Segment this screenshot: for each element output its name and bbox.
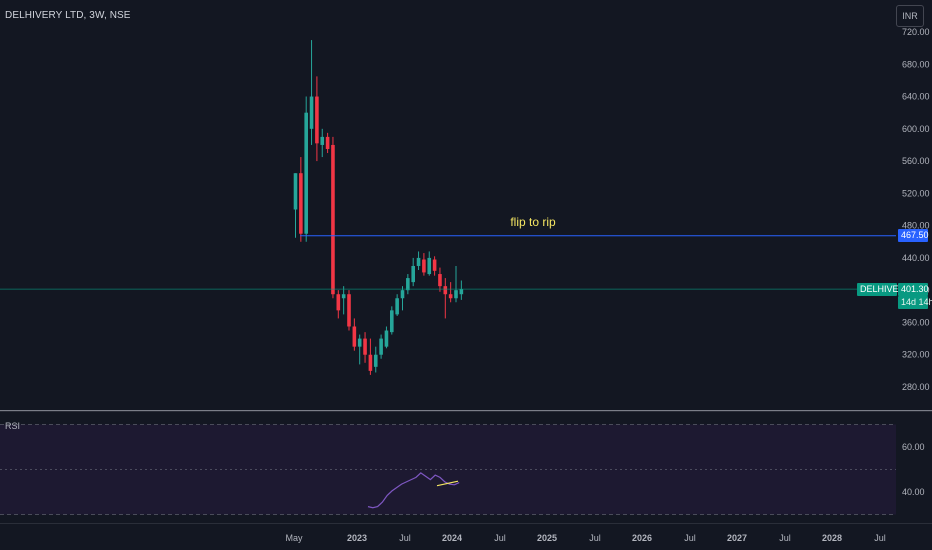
price-tick-label: 480.00	[902, 221, 930, 231]
price-tick-label: 720.00	[902, 27, 930, 37]
panel-divider	[0, 410, 932, 412]
candle-body	[320, 136, 325, 145]
candle-body	[379, 338, 383, 355]
time-tick-label: 2023	[347, 533, 367, 543]
price-tick-label: 560.00	[902, 156, 930, 166]
candle-body	[352, 326, 357, 347]
candle-body	[336, 294, 341, 311]
candle-body	[422, 259, 426, 273]
candle-body	[293, 173, 298, 210]
price-tick-label: 440.00	[902, 253, 930, 263]
rsi-panel-label[interactable]: RSI	[5, 421, 21, 431]
candle-body	[448, 294, 453, 299]
price-tick-label: 680.00	[902, 59, 930, 69]
candle-body	[325, 136, 330, 149]
candle-body	[373, 354, 378, 367]
time-tick-label: 2024	[442, 533, 462, 543]
currency-button[interactable]: INR	[896, 5, 924, 27]
time-tick-label: 2028	[822, 533, 842, 543]
candle-body	[331, 144, 335, 295]
candle-body	[454, 290, 458, 299]
time-axis-divider	[0, 523, 932, 524]
candle-body	[299, 173, 303, 234]
time-tick-label: 2025	[537, 533, 557, 543]
rsi-trendline	[436, 480, 459, 487]
axes: 280.00320.00360.00400.00440.00480.00520.…	[285, 27, 929, 543]
candle-body	[427, 257, 432, 275]
symbol-tag: DELHIVERY	[857, 283, 911, 296]
price-tick-label: 520.00	[902, 188, 930, 198]
time-tick-label: Jul	[399, 533, 411, 543]
time-tick-label: May	[285, 533, 303, 543]
last-price-tag: 401.30	[898, 283, 929, 296]
time-tick-label: Jul	[589, 533, 601, 543]
candle-body	[411, 265, 415, 283]
candle-body	[443, 286, 448, 295]
time-tick-label: Jul	[494, 533, 506, 543]
annotation-text[interactable]: flip to rip	[510, 215, 556, 229]
candle-body	[432, 259, 437, 271]
rsi-background	[0, 424, 896, 515]
candle-body	[347, 294, 351, 327]
symbol-title: DELHIVERY LTD, 3W, NSE	[5, 10, 131, 21]
rsi-series	[367, 472, 460, 509]
overlays	[0, 235, 896, 290]
price-tick-label: 640.00	[902, 92, 930, 102]
candle-body	[416, 257, 421, 266]
candle-body	[384, 330, 389, 347]
candles	[293, 40, 464, 375]
bar-countdown-tag: 14d 14h	[898, 296, 932, 309]
candle-body	[309, 96, 314, 129]
level-price-tag: 467.50	[898, 229, 929, 242]
rsi-tick-label: 60.00	[902, 442, 925, 452]
price-tick-label: 360.00	[902, 317, 930, 327]
candle-body	[357, 338, 362, 347]
rsi-tick-label: 40.00	[902, 487, 925, 497]
candle-body	[315, 96, 319, 144]
candle-body	[400, 290, 405, 299]
grid-layer	[0, 410, 932, 524]
price-tick-label: 600.00	[902, 124, 930, 134]
candle-body	[363, 338, 367, 355]
rsi-line	[367, 472, 460, 509]
price-tick-label: 320.00	[902, 350, 930, 360]
time-tick-label: 2027	[727, 533, 747, 543]
time-tick-label: 2026	[632, 533, 652, 543]
candle-body	[368, 354, 373, 371]
candle-body	[390, 310, 394, 333]
candle-body	[341, 294, 346, 299]
candle-body	[459, 289, 464, 295]
candle-body	[406, 278, 410, 291]
candle-body	[395, 298, 399, 315]
candle-body	[304, 112, 308, 234]
time-tick-label: Jul	[779, 533, 791, 543]
time-tick-label: Jul	[874, 533, 886, 543]
price-tick-label: 280.00	[902, 382, 930, 392]
candle-body	[438, 274, 442, 287]
time-tick-label: Jul	[684, 533, 696, 543]
